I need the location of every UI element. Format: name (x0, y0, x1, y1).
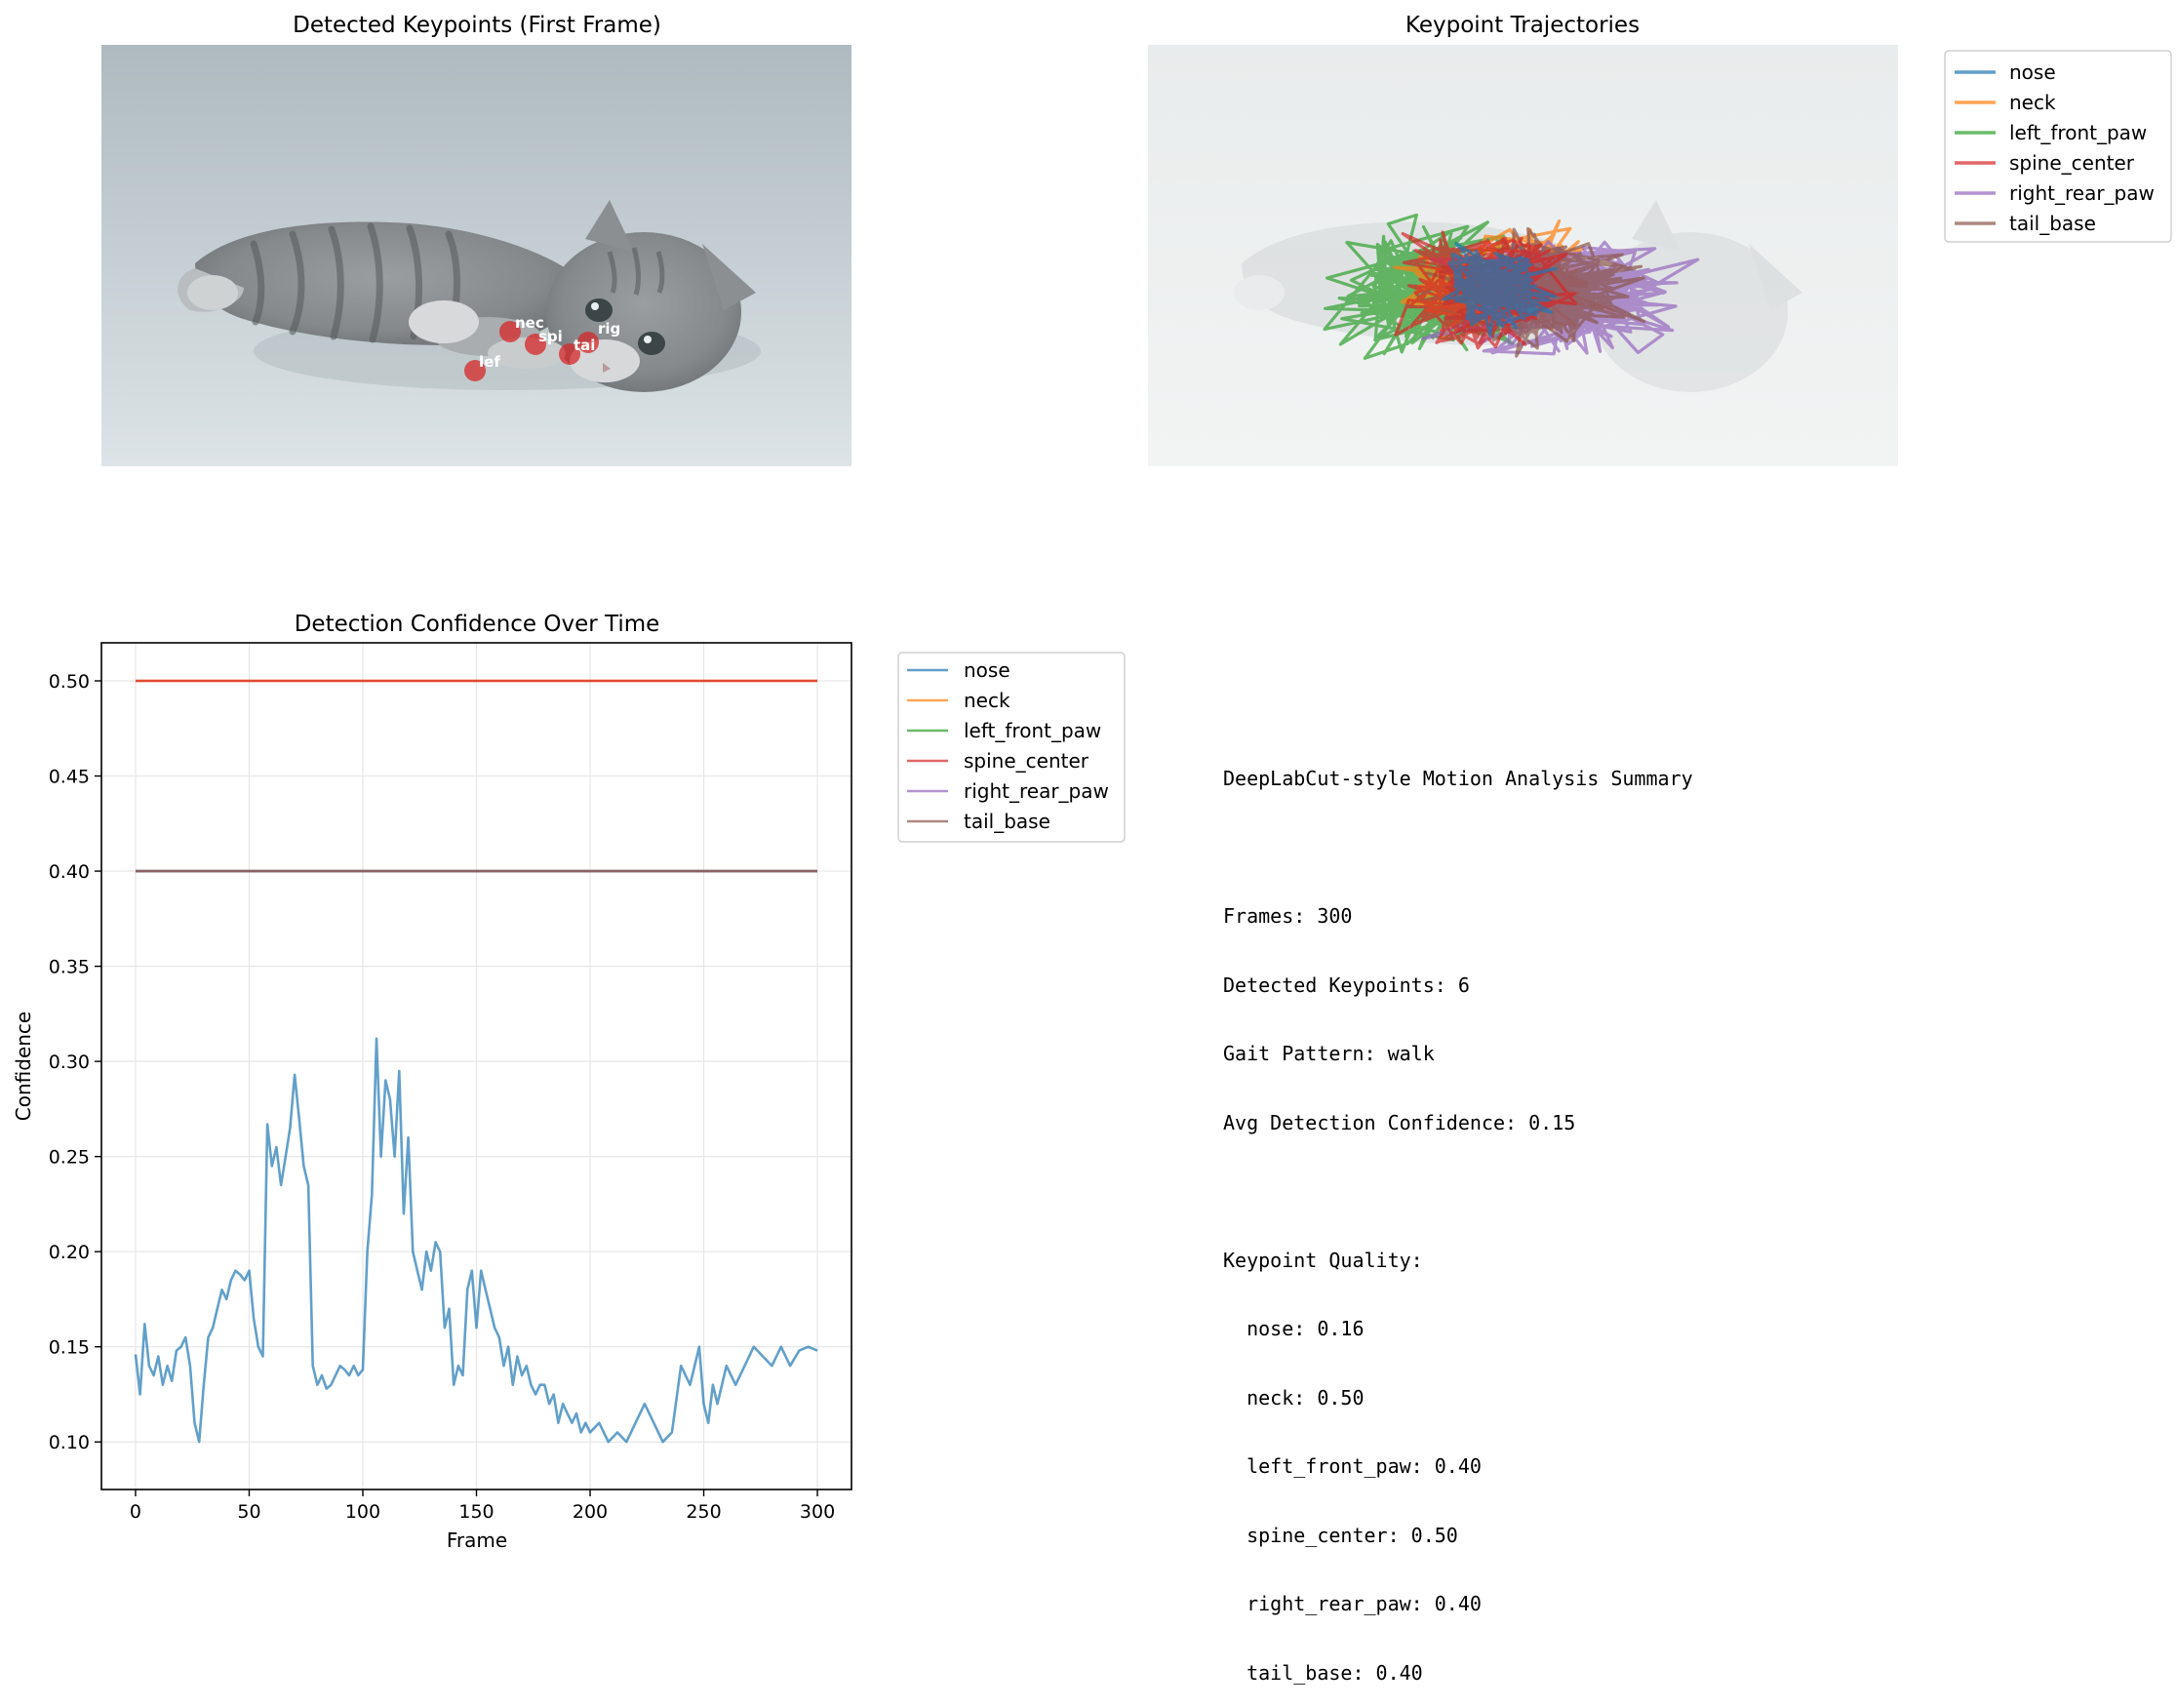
x-tick-label: 250 (686, 1501, 721, 1523)
x-tick-label: 150 (458, 1501, 494, 1523)
confidence-xlabel: Frame (447, 1529, 507, 1552)
summary-line-quality-left-front-paw: left_front_paw: 0.40 (1223, 1454, 1482, 1478)
confidence-title: Detection Confidence Over Time (295, 612, 660, 637)
traj-legend-label: nose (2009, 60, 2056, 84)
confidence-axes-frame (100, 642, 852, 1490)
traj-legend-tail-base: tail_base (1955, 212, 2096, 235)
conf-legend-label: spine_center (964, 749, 1089, 773)
kitten-photo (101, 45, 851, 466)
confidence-grid (101, 643, 851, 1490)
traj-legend-label: left_front_paw (2009, 121, 2147, 144)
trajectories-legend: nose neck left_front_paw spine_center ri… (1944, 50, 2172, 243)
confidence-lines (134, 679, 818, 1444)
traj-legend-nose: nose (1955, 60, 2056, 84)
conf-legend-nose: nose (907, 658, 1010, 682)
x-tick-label: 200 (573, 1501, 608, 1523)
summary-line-frames: Frames: 300 (1223, 904, 1353, 928)
summary-line-blank (1223, 837, 1693, 860)
traj-legend-left-front-paw: left_front_paw (1955, 121, 2147, 144)
conf-legend-label: tail_base (964, 810, 1050, 833)
summary-line-quality-tail-base: tail_base: 0.40 (1223, 1660, 1423, 1685)
summary-line-quality-neck: neck: 0.50 (1223, 1385, 1365, 1410)
keypoint-label-tail: tai (574, 337, 595, 354)
confidence-legend: nose neck left_front_paw spine_center ri… (897, 652, 1126, 843)
summary-line-quality-right-rear-paw: right_rear_paw: 0.40 (1223, 1592, 1482, 1615)
summary-line-title: DeepLabCut-style Motion Analysis Summary (1223, 767, 1693, 790)
conf-legend-tail-base: tail_base (907, 810, 1050, 833)
x-tick-label: 50 (237, 1501, 260, 1523)
summary-line-keypoints: Detected Keypoints: 6 (1223, 973, 1470, 997)
traj-legend-label: tail_base (2009, 212, 2096, 235)
trajectories-panel: Keypoint Trajectories nose neck (1148, 13, 2172, 466)
summary-line-quality-nose: nose: 0.16 (1223, 1317, 1365, 1340)
confidence-line-nose (134, 1037, 818, 1444)
trajectory-nose (1441, 241, 1558, 338)
summary-line-avg-confidence: Avg Detection Confidence: 0.15 (1223, 1110, 1576, 1134)
confidence-ylabel: Confidence (12, 1012, 35, 1121)
keypoint-markers: nec spi rig tai lef (464, 314, 620, 381)
conf-legend-right-rear-paw: right_rear_paw (907, 779, 1109, 803)
keypoint-label-spine: spi (538, 328, 563, 345)
conf-legend-label: neck (964, 689, 1010, 712)
confidence-panel: Detection Confidence Over Time 0 50 100 150… (12, 612, 1126, 1552)
keypoints-title: Detected Keypoints (First Frame) (293, 13, 661, 38)
keypoint-marker-neck (499, 321, 521, 342)
conf-legend-label: nose (964, 658, 1010, 682)
keypoint-marker-tail (559, 343, 580, 365)
y-tick-label: 0.30 (49, 1052, 90, 1073)
confidence-ticks: 0 50 100 150 200 250 300 0.10 0.15 0.20 0.25 0.30 0.… (49, 671, 835, 1523)
x-tick-label: 100 (345, 1501, 380, 1523)
y-tick-label: 0.45 (49, 767, 90, 788)
figure: Detected Keypoints (First Frame) (12, 13, 2172, 1552)
trajectories-title: Keypoint Trajectories (1405, 13, 1640, 38)
traj-legend-label: right_rear_paw (2009, 181, 2155, 205)
summary-line-blank (1223, 1180, 1693, 1204)
y-tick-label: 0.40 (49, 861, 90, 883)
keypoint-label-right-rear: rig (598, 320, 620, 338)
traj-legend-neck: neck (1955, 91, 2056, 114)
y-tick-label: 0.20 (49, 1242, 90, 1263)
y-tick-label: 0.35 (49, 957, 90, 978)
x-tick-label: 300 (800, 1501, 835, 1523)
x-tick-label: 0 (130, 1501, 141, 1523)
conf-legend-spine-center: spine_center (907, 749, 1089, 773)
keypoint-label-left-front: lef (479, 353, 500, 371)
conf-legend-neck: neck (907, 689, 1010, 712)
keypoint-marker-right-rear (577, 332, 599, 353)
keypoint-label-neck: nec (515, 314, 544, 332)
keypoints-panel: Detected Keypoints (First Frame) (101, 13, 851, 466)
y-tick-label: 0.25 (49, 1147, 90, 1169)
y-tick-label: 0.15 (49, 1337, 90, 1359)
trajectory-lines (1323, 213, 1700, 360)
traj-legend-label: neck (2009, 91, 2056, 114)
keypoint-marker-spine (525, 334, 546, 355)
conf-legend-label: right_rear_paw (964, 779, 1109, 803)
motion-summary: DeepLabCut-style Motion Analysis Summary… (1223, 722, 1693, 1708)
y-tick-label: 0.50 (49, 671, 90, 693)
traj-legend-spine-center: spine_center (1955, 151, 2135, 175)
y-tick-label: 0.10 (49, 1432, 90, 1453)
keypoint-marker-left-front (464, 360, 486, 381)
summary-line-quality-header: Keypoint Quality: (1223, 1248, 1423, 1272)
conf-legend-left-front-paw: left_front_paw (907, 719, 1101, 742)
traj-legend-label: spine_center (2009, 151, 2135, 175)
traj-legend-right-rear-paw: right_rear_paw (1955, 181, 2155, 205)
conf-legend-label: left_front_paw (964, 719, 1101, 742)
summary-line-quality-spine-center: spine_center: 0.50 (1223, 1523, 1458, 1547)
summary-line-gait: Gait Pattern: walk (1223, 1042, 1435, 1065)
